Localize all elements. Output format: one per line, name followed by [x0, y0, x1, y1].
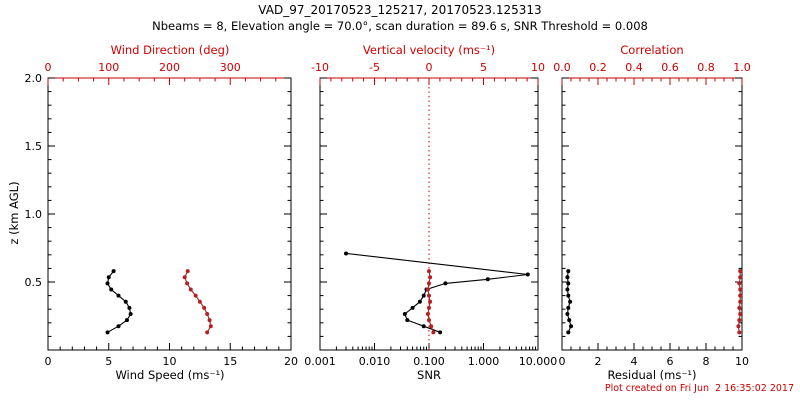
- svg-text:100: 100: [98, 61, 119, 74]
- svg-text:0.4: 0.4: [625, 61, 643, 74]
- svg-text:10: 10: [163, 355, 177, 368]
- svg-text:1.000: 1.000: [468, 355, 500, 368]
- svg-text:8: 8: [703, 355, 710, 368]
- svg-text:1.0: 1.0: [733, 61, 751, 74]
- svg-text:0.2: 0.2: [589, 61, 607, 74]
- svg-text:1.5: 1.5: [25, 140, 43, 153]
- svg-text:6: 6: [667, 355, 674, 368]
- svg-text:0.100: 0.100: [413, 355, 445, 368]
- svg-text:20: 20: [284, 355, 298, 368]
- vertical-velocity-axis-label: Vertical velocity (ms⁻¹): [362, 43, 496, 57]
- svg-text:-5: -5: [369, 61, 380, 74]
- series-vertical-velocity: [425, 269, 436, 335]
- correlation-axis-label: Correlation: [620, 43, 684, 57]
- plot-created-timestamp: Plot created on Fri Jun 2 16:35:02 2017: [604, 383, 794, 394]
- svg-text:0.001: 0.001: [304, 355, 336, 368]
- svg-text:0: 0: [559, 355, 566, 368]
- series-snr: [344, 251, 530, 335]
- svg-text:-10: -10: [311, 61, 329, 74]
- svg-text:10.000: 10.000: [519, 355, 558, 368]
- svg-text:0.6: 0.6: [661, 61, 679, 74]
- panel-residual: 0 2 4 6 8 10 0.0 0.2 0.4 0.6 0.8 1.0: [553, 61, 751, 368]
- svg-text:0: 0: [45, 355, 52, 368]
- wind-speed-axis-label: Wind Speed (ms⁻¹): [115, 368, 225, 382]
- panel-snr: 0.001 0.010 0.100 1.000 10.000 -10 -5 0 5 10: [304, 61, 557, 368]
- wind-direction-axis-label: Wind Direction (deg): [110, 43, 230, 57]
- svg-text:5: 5: [480, 61, 487, 74]
- series-residual: [565, 269, 573, 335]
- plot-subtitle: Nbeams = 8, Elevation angle = 70.0°, sca…: [152, 19, 648, 33]
- svg-text:2.0: 2.0: [25, 72, 43, 85]
- svg-text:2: 2: [595, 355, 602, 368]
- snr-axis-label: SNR: [417, 368, 441, 382]
- svg-text:15: 15: [223, 355, 237, 368]
- svg-text:200: 200: [159, 61, 180, 74]
- svg-text:300: 300: [220, 61, 241, 74]
- plot-title: VAD_97_20170523_125217, 20170523.125313: [258, 3, 542, 17]
- series-wind-direction: [182, 269, 213, 335]
- svg-text:0.010: 0.010: [359, 355, 391, 368]
- svg-text:0.0: 0.0: [553, 61, 571, 74]
- svg-text:0: 0: [45, 61, 52, 74]
- residual-axis-label: Residual (ms⁻¹): [607, 368, 697, 382]
- svg-text:5: 5: [105, 355, 112, 368]
- svg-text:0.5: 0.5: [25, 276, 43, 289]
- svg-text:0.8: 0.8: [697, 61, 715, 74]
- svg-text:10: 10: [735, 355, 749, 368]
- svg-text:10: 10: [531, 61, 545, 74]
- series-wind-speed: [105, 269, 133, 335]
- series-correlation: [736, 269, 743, 335]
- svg-text:4: 4: [631, 355, 638, 368]
- svg-text:0: 0: [426, 61, 433, 74]
- svg-text:1.0: 1.0: [25, 208, 43, 221]
